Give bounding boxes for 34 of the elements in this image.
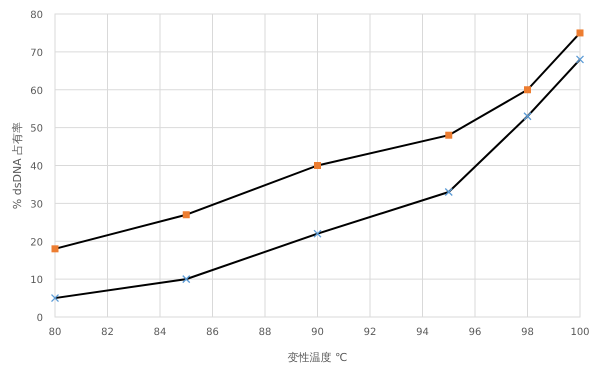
point xyxy=(444,188,453,196)
point xyxy=(182,211,190,218)
x-tick-label: 86 xyxy=(206,327,219,338)
x-tick-label: 80 xyxy=(48,327,62,338)
point xyxy=(445,132,452,139)
point xyxy=(524,86,531,94)
y-tick-label: 40 xyxy=(30,162,43,172)
point xyxy=(314,162,321,169)
x-tick-label: 94 xyxy=(416,327,429,338)
y-axis-title: % dsDNA 占有率 xyxy=(11,122,24,210)
x-tick-label: 82 xyxy=(101,327,114,338)
x-tick-label: 90 xyxy=(311,327,324,338)
x-tick-label: 88 xyxy=(258,327,272,338)
x-axis-title: 变性温度 ℃ xyxy=(288,351,348,364)
point xyxy=(576,55,584,64)
y-tick-label: 70 xyxy=(30,48,43,59)
y-tick-label: 10 xyxy=(30,275,43,286)
point xyxy=(50,294,60,302)
x-tick-label: 98 xyxy=(521,327,534,338)
x-tick-label: 92 xyxy=(364,327,376,338)
y-tick-label: 60 xyxy=(30,86,43,97)
y-tick-label: 80 xyxy=(30,10,43,21)
point xyxy=(576,29,584,36)
point xyxy=(523,112,532,120)
point xyxy=(182,274,190,284)
y-tick-label: 20 xyxy=(30,237,43,248)
point xyxy=(313,230,322,238)
y-tick-label: 50 xyxy=(30,124,43,135)
y-tick-label: 0 xyxy=(36,313,43,324)
x-tick-label: 96 xyxy=(468,327,482,338)
x-tick-label: 84 xyxy=(154,327,166,338)
x-tick-label: 100 xyxy=(570,327,590,338)
point xyxy=(52,245,58,252)
y-tick-label: 30 xyxy=(30,199,43,210)
